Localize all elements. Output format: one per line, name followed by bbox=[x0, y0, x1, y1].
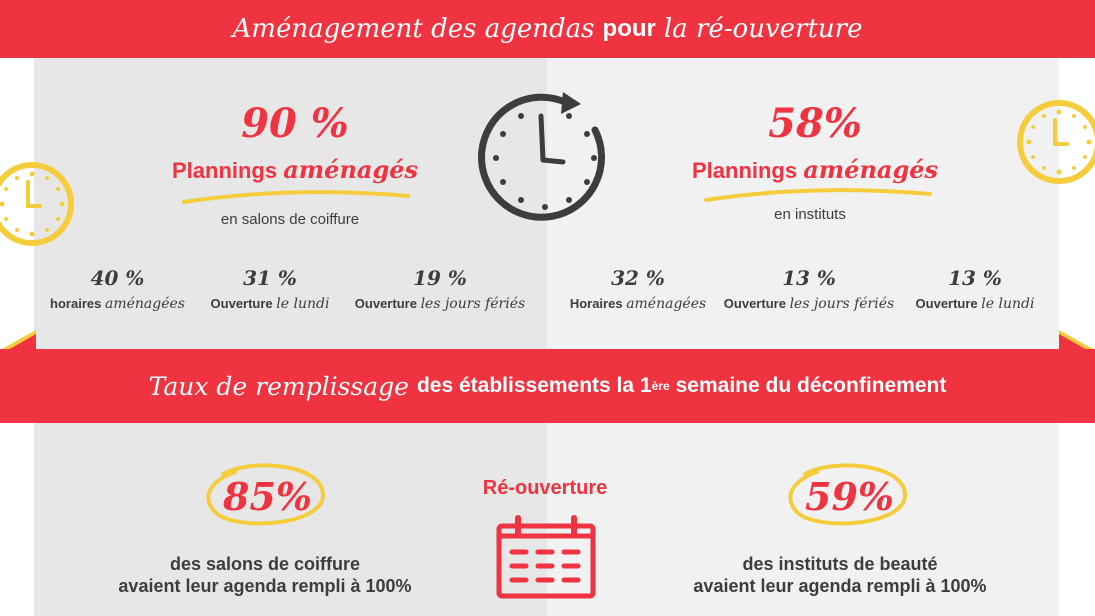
header-bar: Aménagement des agendas pour la ré-ouver… bbox=[0, 0, 1095, 58]
panel-right-bottom bbox=[547, 423, 1059, 616]
fill-rate-band: Taux de remplissage des établissements l… bbox=[0, 349, 1095, 423]
salons-fill-pct: 85% bbox=[223, 474, 312, 519]
instituts-caption: en instituts bbox=[774, 206, 846, 223]
clock-icon bbox=[478, 92, 605, 221]
band-bold2: semaine du déconfinement bbox=[675, 374, 947, 397]
stat-label: Ouverture les jours fériés bbox=[723, 296, 895, 312]
band-sup: ère bbox=[651, 379, 670, 393]
salons-stat-3: 19 % Ouverture les jours fériés bbox=[350, 266, 530, 312]
instituts-stat-3: 13 % Ouverture le lundi bbox=[900, 266, 1050, 312]
yellow-clock-icon bbox=[0, 162, 74, 246]
salons-stat-1: 40 % horaires aménagées bbox=[40, 266, 195, 312]
instituts-fill-pct: 59% bbox=[805, 474, 894, 519]
stat-value: 40 % bbox=[90, 266, 145, 290]
instituts-subtitle-bold: Plannings bbox=[691, 158, 798, 183]
salons-pct: 90 % bbox=[241, 100, 349, 147]
instituts-subtitle: Plannings aménagés bbox=[670, 155, 960, 184]
salons-fill-text: des salons de coiffure avaient leur agen… bbox=[118, 554, 412, 596]
ribbon-fold-right bbox=[1059, 330, 1095, 350]
header-title-script2: la ré-ouverture bbox=[663, 14, 863, 44]
underline-stroke bbox=[704, 188, 932, 202]
stat-label: Horaires aménagées bbox=[569, 296, 707, 312]
instituts-stat-1: 32 % Horaires aménagées bbox=[563, 266, 713, 312]
calendar-icon bbox=[496, 515, 596, 599]
panel-right-top bbox=[547, 58, 1059, 349]
salons-caption: en salons de coiffure bbox=[220, 211, 360, 228]
stat-value: 19 % bbox=[413, 266, 467, 290]
stat-label: Ouverture le lundi bbox=[210, 296, 330, 312]
instituts-pct: 58% bbox=[768, 100, 862, 147]
yellow-circle-highlight bbox=[206, 463, 326, 526]
stat-label: Ouverture le lundi bbox=[915, 296, 1035, 312]
instituts-stat-2: 13 % Ouverture les jours fériés bbox=[716, 266, 902, 312]
stat-label: Ouverture les jours fériés bbox=[354, 296, 526, 312]
stat-value: 13 % bbox=[782, 266, 836, 290]
header-title-script: Aménagement des agendas bbox=[232, 14, 595, 44]
salons-subtitle: Plannings aménagés bbox=[150, 155, 440, 184]
stat-value: 31 % bbox=[243, 266, 297, 290]
header-title-bold: pour bbox=[602, 15, 656, 42]
stat-value: 13 % bbox=[948, 266, 1002, 290]
salons-subtitle-bold: Plannings bbox=[171, 158, 278, 183]
band-bold: des établissements la 1 bbox=[416, 374, 652, 397]
yellow-clock-icon bbox=[1017, 100, 1095, 184]
salons-subtitle-script: aménagés bbox=[283, 155, 419, 184]
instituts-fill-text: des instituts de beauté avaient leur age… bbox=[693, 554, 987, 596]
ribbon-fold-left bbox=[0, 330, 36, 350]
instituts-subtitle-script: aménagés bbox=[803, 155, 939, 184]
panel-left-top bbox=[34, 58, 547, 349]
salons-stat-2: 31 % Ouverture le lundi bbox=[195, 266, 345, 312]
stat-label: horaires aménagées bbox=[50, 296, 185, 312]
yellow-circle-highlight bbox=[788, 463, 908, 526]
reopening-title: Ré-ouverture bbox=[482, 477, 608, 499]
band-script: Taux de remplissage bbox=[148, 371, 409, 401]
stat-value: 32 % bbox=[611, 266, 665, 290]
underline-stroke bbox=[182, 190, 410, 204]
